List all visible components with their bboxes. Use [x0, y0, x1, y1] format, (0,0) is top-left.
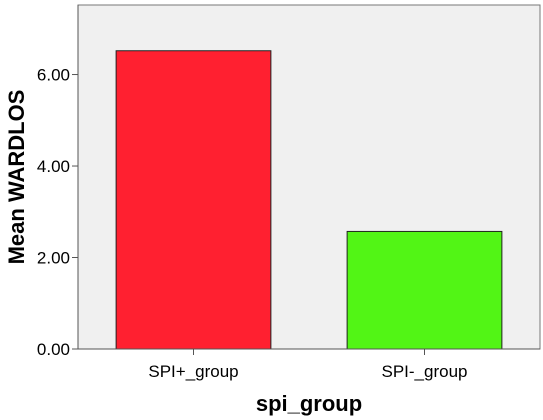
bars-group — [115, 50, 503, 350]
x-tick-label: SPI-_group — [382, 362, 468, 381]
y-axis: 0.00 2.00 4.00 6.00 — [37, 66, 78, 359]
y-tick-label: 6.00 — [37, 66, 70, 85]
bar-1 — [115, 50, 272, 350]
x-axis: SPI+_group SPI-_group — [148, 349, 468, 381]
x-axis-title: spi_group — [256, 391, 362, 416]
x-tick-label: SPI+_group — [148, 362, 238, 381]
y-tick-label: 2.00 — [37, 249, 70, 268]
y-tick-label: 0.00 — [37, 340, 70, 359]
bar-2 — [346, 230, 503, 350]
y-axis-title: Mean WARDLOS — [4, 90, 29, 265]
y-tick-label: 4.00 — [37, 157, 70, 176]
